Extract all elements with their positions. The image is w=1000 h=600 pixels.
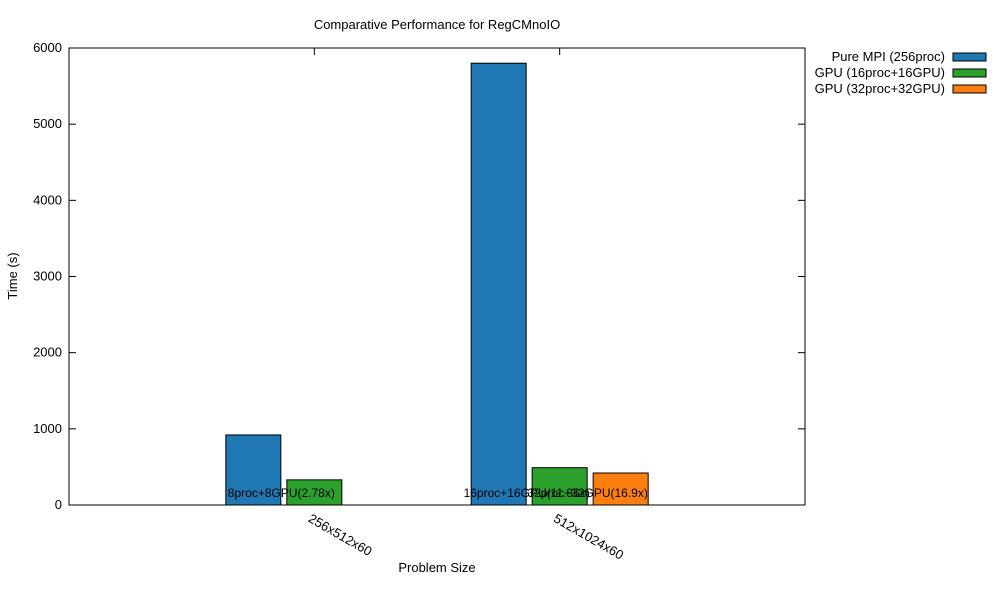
chart-title: Comparative Performance for RegCMnoIO xyxy=(314,17,560,32)
legend-swatch xyxy=(952,52,987,62)
y-tick-label: 4000 xyxy=(33,192,62,207)
bar xyxy=(470,62,527,506)
legend-label: GPU (16proc+16GPU) xyxy=(815,65,945,80)
bar xyxy=(225,434,282,506)
bar xyxy=(592,472,649,506)
x-tick-label: 512x1024x60 xyxy=(551,511,626,563)
y-tick-label: 6000 xyxy=(33,40,62,55)
bar-annotation: 32proc+32GPU(16.9x) xyxy=(527,486,647,500)
legend-label: Pure MPI (256proc) xyxy=(832,49,945,64)
y-tick-label: 3000 xyxy=(33,269,62,284)
y-tick-label: 1000 xyxy=(33,421,62,436)
bar xyxy=(286,479,343,506)
x-tick-label: 256x512x60 xyxy=(306,511,375,559)
legend-swatch xyxy=(952,68,987,78)
y-tick-label: 5000 xyxy=(33,116,62,131)
y-tick-label: 0 xyxy=(55,497,62,512)
bar-annotation: 16proc+16GPU(11.86x) xyxy=(464,486,590,500)
y-tick-label: 2000 xyxy=(33,345,62,360)
legend: Pure MPI (256proc)GPU (16proc+16GPU)GPU … xyxy=(815,49,987,96)
plot-frame xyxy=(68,47,806,506)
y-axis-label: Time (s) xyxy=(5,252,20,299)
plot-area: 0 1000 2000 3000 4000 5000 6000 256x512x60 512x1… xyxy=(33,40,806,563)
legend-label: GPU (32proc+32GPU) xyxy=(815,81,945,96)
bar-annotation: 8proc+8GPU(2.78x) xyxy=(228,486,335,500)
legend-swatch xyxy=(952,84,987,94)
x-axis-label: Problem Size xyxy=(398,560,475,575)
bar xyxy=(531,467,588,506)
